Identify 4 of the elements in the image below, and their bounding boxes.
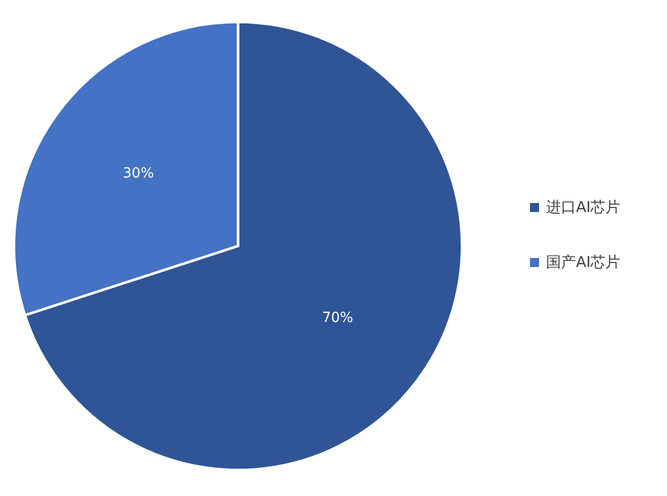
- data-label: 70%: [322, 310, 354, 326]
- legend-label: 国产AI芯片: [546, 253, 621, 272]
- data-label: 30%: [122, 165, 154, 182]
- legend-label: 进口AI芯片: [546, 198, 621, 216]
